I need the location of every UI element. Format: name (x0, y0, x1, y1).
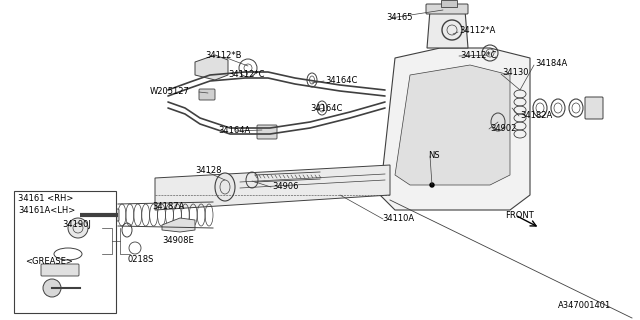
Circle shape (430, 183, 434, 187)
Polygon shape (162, 218, 195, 232)
Text: 34164C: 34164C (325, 76, 357, 84)
FancyBboxPatch shape (585, 97, 603, 119)
Text: 34110A: 34110A (382, 213, 414, 222)
Text: 0218S: 0218S (128, 255, 154, 265)
Text: 34112*C: 34112*C (460, 51, 497, 60)
Circle shape (68, 218, 88, 238)
Text: FRONT: FRONT (505, 211, 534, 220)
Text: 34182A: 34182A (520, 110, 552, 119)
Text: 34902: 34902 (490, 124, 516, 132)
Text: 34128: 34128 (195, 165, 221, 174)
FancyBboxPatch shape (440, 0, 456, 6)
Text: 34164C: 34164C (310, 103, 342, 113)
Text: 34908E: 34908E (162, 236, 194, 244)
Text: 34161 <RH>: 34161 <RH> (18, 194, 74, 203)
Circle shape (65, 205, 85, 225)
Polygon shape (155, 165, 390, 210)
Text: 34112*B: 34112*B (205, 51, 241, 60)
Text: W205127: W205127 (150, 86, 190, 95)
Text: 34184A: 34184A (535, 59, 567, 68)
FancyBboxPatch shape (199, 89, 215, 100)
Polygon shape (395, 65, 510, 185)
FancyBboxPatch shape (426, 4, 468, 14)
Text: 34190J: 34190J (62, 220, 91, 228)
Text: 34165: 34165 (386, 12, 413, 21)
FancyBboxPatch shape (257, 125, 277, 139)
Text: 34112*C: 34112*C (228, 69, 264, 78)
FancyBboxPatch shape (41, 264, 79, 276)
Ellipse shape (215, 173, 235, 201)
Text: 34112*A: 34112*A (459, 26, 495, 35)
Polygon shape (380, 48, 530, 210)
Text: 34164A: 34164A (218, 125, 250, 134)
Text: NS: NS (428, 150, 440, 159)
FancyBboxPatch shape (79, 209, 119, 221)
Polygon shape (195, 55, 228, 80)
Text: 34187A: 34187A (152, 202, 184, 211)
Text: <GREASE>: <GREASE> (25, 258, 73, 267)
Circle shape (43, 279, 61, 297)
Text: 34130: 34130 (502, 68, 529, 76)
Text: 34161A<LH>: 34161A<LH> (18, 205, 76, 214)
Text: A347001401: A347001401 (558, 301, 611, 310)
FancyBboxPatch shape (14, 191, 116, 313)
Polygon shape (427, 10, 468, 48)
Text: 34906: 34906 (272, 181, 298, 190)
